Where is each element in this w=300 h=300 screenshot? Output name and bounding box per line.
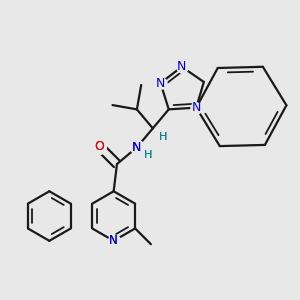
- Text: H: H: [158, 132, 167, 142]
- Text: H: H: [144, 150, 153, 160]
- Text: N: N: [109, 234, 118, 247]
- Text: N: N: [132, 141, 142, 154]
- Text: N: N: [177, 60, 187, 73]
- Text: N: N: [109, 234, 118, 247]
- Text: N: N: [191, 101, 201, 114]
- Text: H: H: [158, 132, 167, 142]
- Text: O: O: [94, 140, 104, 153]
- Text: N: N: [156, 76, 165, 90]
- Text: O: O: [94, 140, 104, 153]
- Text: H: H: [144, 150, 153, 160]
- Text: N: N: [132, 141, 142, 154]
